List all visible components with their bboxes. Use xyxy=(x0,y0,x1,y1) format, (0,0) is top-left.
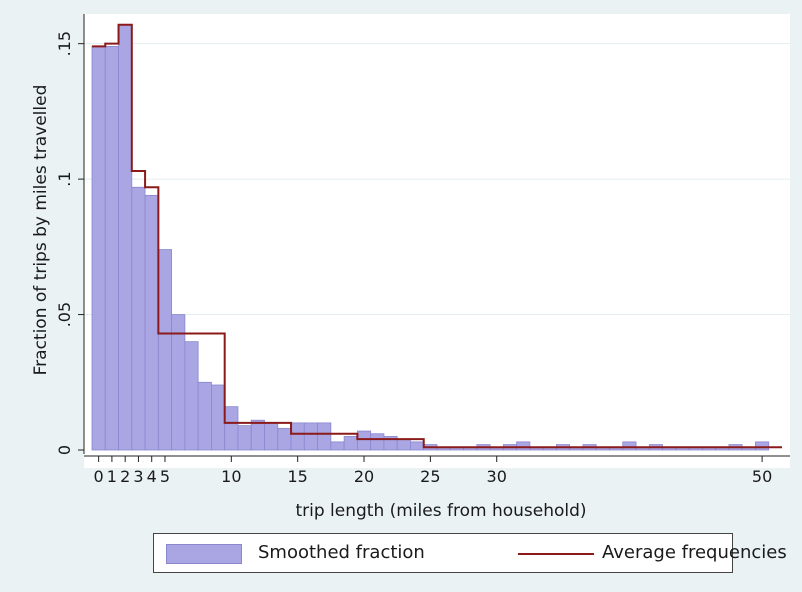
x-tick-label: 10 xyxy=(221,467,241,486)
histogram-bar xyxy=(237,425,252,451)
y-tick-label: .1 xyxy=(55,171,74,186)
axes: 0.05.1.150 1 2 3 4 5 10 15 20 25 30 50 xyxy=(55,14,790,486)
x-tick-label: 4 xyxy=(147,467,157,486)
histogram-bar xyxy=(516,441,531,451)
histogram-bar xyxy=(197,381,212,451)
x-tick-label: 2 xyxy=(120,467,130,486)
y-tick-label: .05 xyxy=(55,302,74,327)
legend-label-bars: Smoothed fraction xyxy=(258,542,425,563)
legend-swatch-line xyxy=(518,553,594,555)
histogram-bar xyxy=(171,314,186,451)
legend-label-line: Average frequencies xyxy=(602,542,787,563)
x-tick-label: 20 xyxy=(354,467,374,486)
histogram-bar xyxy=(104,45,119,451)
histogram-bar xyxy=(290,422,305,451)
histogram-bar xyxy=(356,430,372,451)
x-tick-label: 30 xyxy=(487,467,507,486)
histogram-bar xyxy=(277,427,292,451)
histogram-bar xyxy=(224,406,239,451)
histogram-bar xyxy=(317,422,332,451)
grid-lines xyxy=(84,43,790,316)
histogram-bar xyxy=(370,433,385,451)
histogram-bar xyxy=(303,422,318,451)
histogram-bar xyxy=(396,438,411,451)
legend: Smoothed fraction Average frequencies xyxy=(153,533,787,573)
histogram-bar xyxy=(343,436,358,451)
y-axis-label: Fraction of trips by miles travelled xyxy=(31,85,51,376)
histogram-bar xyxy=(211,384,226,451)
histogram-bar xyxy=(410,441,425,451)
histogram-bars xyxy=(91,24,770,451)
x-tick-label: 50 xyxy=(752,467,772,486)
histogram-bar xyxy=(91,45,106,451)
y-tick-label: 0 xyxy=(55,445,74,455)
x-tick-label: 3 xyxy=(133,467,143,486)
histogram-bar xyxy=(264,422,279,451)
legend-swatch-bars xyxy=(166,544,242,564)
histogram-bar xyxy=(157,249,173,451)
histogram-bar xyxy=(250,419,265,451)
x-tick-label: 15 xyxy=(287,467,307,486)
x-tick-label: 0 xyxy=(94,467,104,486)
histogram-bar xyxy=(131,186,146,451)
histogram-bar xyxy=(144,194,159,451)
histogram-bar xyxy=(118,24,133,451)
average-frequency-line xyxy=(92,23,782,449)
x-tick-label: 25 xyxy=(420,467,440,486)
x-tick-label: 5 xyxy=(160,467,170,486)
histogram-bar xyxy=(755,441,770,451)
average-frequency-step xyxy=(92,23,782,449)
x-tick-label: 1 xyxy=(107,467,117,486)
histogram-bar xyxy=(622,441,637,451)
y-tick-label: .15 xyxy=(55,31,74,56)
x-axis-label: trip length (miles from household) xyxy=(295,501,586,521)
histogram-bar xyxy=(184,341,199,451)
histogram-bar xyxy=(330,441,345,451)
